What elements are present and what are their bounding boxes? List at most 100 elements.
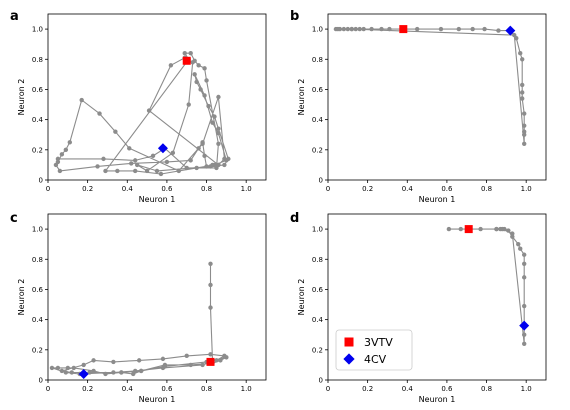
y-tick-label: 0.2 [32,346,43,354]
trajectory-point [101,156,106,162]
trajectory-point [500,226,505,232]
trajectory-point [522,303,527,309]
trajectory-point [202,93,207,98]
trajectory-point [414,26,420,32]
x-axis-label: Neuron 1 [139,395,176,404]
trajectory-point [208,282,213,288]
trajectory-point [188,51,193,56]
trajectory-point [208,261,213,266]
trajectory-point [218,358,223,363]
trajectory-point [202,153,207,159]
trajectory-point [208,305,213,310]
y-tick-label: 0.2 [32,146,43,154]
trajectory-point [91,358,96,363]
trajectory-point [216,141,221,146]
x-tick-label: 0.8 [481,185,492,193]
panel-d: d 0 0.2 0.4 0.6 0.8 1.0 0 0.2 0.4 0.6 0.8 1.0 Neuron … [290,211,547,404]
trajectory-point [95,164,100,169]
trajectory-point [134,162,140,168]
y-tick-label: 0.8 [312,56,323,64]
trajectory-point [67,140,73,145]
y-axis-label: Neuron 2 [297,79,306,116]
x-tick-label: 0 [46,185,50,193]
y-tick-label: 0.8 [32,56,43,64]
panel-c: c 0 0.2 0.4 0.6 0.8 1.0 0 0.2 0.4 0.6 0.8 1.0 Neuron … [10,211,267,404]
trajectory-point [202,66,207,71]
x-tick-label: 0.4 [122,385,134,393]
x-axis-label: Neuron 1 [139,195,176,204]
trajectory-point [129,161,134,166]
panel-a: a 0 0.2 0.4 0.6 0.8 1.0 0 0.2 0.4 0.6 0.8 1.0 Neuron … [10,9,267,204]
trajectory-point [518,246,523,251]
trajectory-point [111,370,116,375]
trajectory-point [520,82,525,88]
trajectory-point [133,168,138,174]
y-tick-label: 0 [319,377,323,385]
trajectory-point [49,365,55,371]
y-tick-label: 0.8 [312,256,323,264]
trajectory-point [510,231,515,236]
y-axis-label: Neuron 2 [17,279,26,316]
trajectory-point [91,368,96,374]
trajectory-point [138,368,144,374]
trajectory-point [522,129,527,134]
trajectory-point [188,362,193,368]
x-tick-label: 1.0 [241,185,252,193]
trajectory-point [470,26,475,32]
x-axis-label: Neuron 1 [419,195,456,204]
trajectory-point [188,158,193,163]
trajectory-point [59,368,65,374]
x-tick-label: 0 [326,185,330,193]
trajectory-point [224,158,229,163]
trajectory-point [520,90,525,95]
y-tick-label: 1.0 [312,226,323,234]
trajectory-point [210,120,215,125]
x-tick-label: 0.4 [122,185,134,193]
y-tick-label: 0 [319,177,323,185]
y-tick-label: 0 [39,377,43,385]
legend-box [335,329,413,371]
panel-letter: d [290,211,299,226]
trajectory-point [55,156,61,162]
trajectory-point [522,341,527,346]
trajectory-point [522,332,527,337]
panel-letter: c [10,211,18,226]
panel-b: b 0 0.2 0.4 0.6 0.8 1.0 0 0.2 0.4 0.6 0.8 1.0 Neuron … [290,9,547,204]
x-tick-label: 0.6 [441,385,453,393]
trajectory-point [176,168,181,174]
x-tick-label: 0.8 [481,385,492,393]
trajectory-point [204,164,209,169]
trajectory-point [127,146,132,151]
trajectory-point [478,226,483,232]
trajectory-point [192,58,197,63]
x-tick-label: 0.6 [161,185,173,193]
trajectory-point [510,234,515,239]
trajectory-point [63,147,69,153]
legend: 3VTV 4CV [335,329,413,371]
marker-3vtv [182,56,191,65]
trajectory-point [512,32,517,38]
trajectory-point [158,171,164,177]
trajectory-point [154,168,160,174]
trajectory-point [458,226,463,232]
trajectory-point [522,252,527,257]
trajectory-point [438,26,444,32]
marker-3vtv [464,225,473,234]
trajectory-point [63,370,69,375]
trajectory-point [79,97,84,103]
trajectory-point [208,352,213,357]
x-tick-label: 0.6 [161,385,173,393]
x-tick-label: 0.4 [402,385,414,393]
trajectory-point [379,26,384,32]
plot-frame [47,13,267,181]
marker-4cv [157,143,168,154]
trajectory-point [494,226,499,232]
trajectory-point [168,63,174,68]
trajectory-point [214,165,219,171]
trajectory-point [518,51,523,56]
x-tick-label: 0.2 [362,185,373,193]
trajectory-point [522,132,527,137]
trajectory-point [119,370,124,375]
y-tick-label: 0.6 [32,286,44,294]
